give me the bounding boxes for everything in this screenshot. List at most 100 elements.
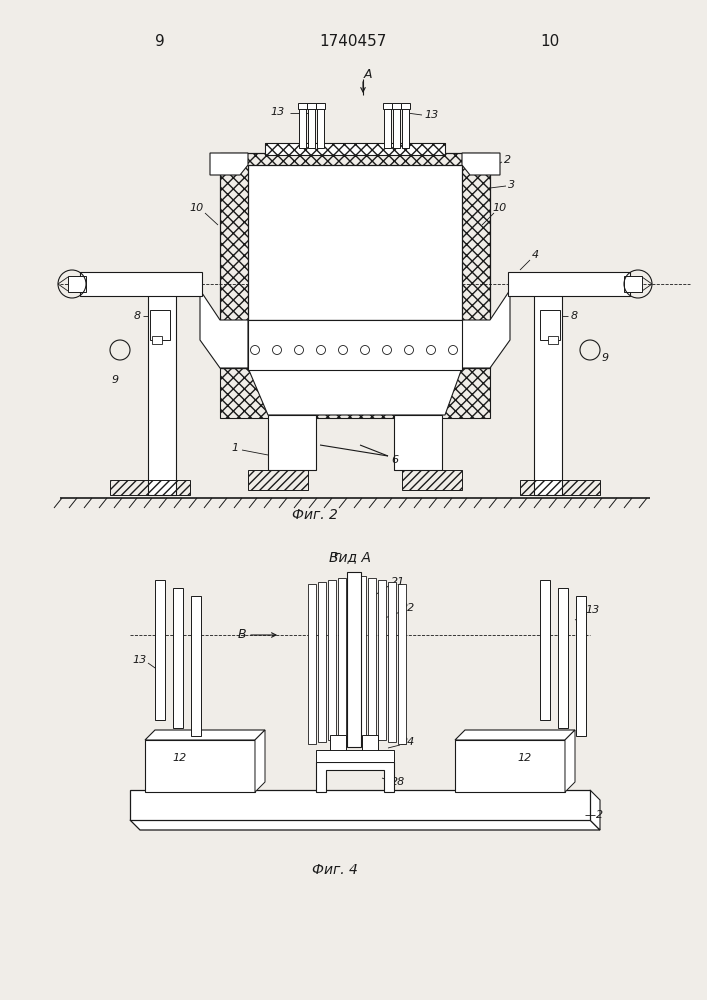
Text: 13: 13 [271, 107, 285, 117]
Bar [330, 735, 346, 753]
Polygon shape [308, 584, 316, 744]
Bar [307, 103, 316, 109]
Text: 28: 28 [391, 777, 405, 787]
Text: 9: 9 [155, 34, 165, 49]
Text: 3: 3 [508, 180, 515, 190]
Bar [455, 740, 565, 792]
Polygon shape [191, 596, 201, 736]
Polygon shape [378, 580, 386, 740]
Bar [534, 295, 562, 495]
Bar [317, 108, 324, 148]
Text: Фиг. 4: Фиг. 4 [312, 863, 358, 877]
Bar [316, 750, 394, 762]
Bar [393, 108, 400, 148]
Bar [402, 108, 409, 148]
Text: B: B [238, 629, 246, 642]
Bar [145, 740, 255, 792]
Text: 8: 8 [571, 311, 578, 321]
Bar [265, 143, 445, 155]
Bar [152, 336, 162, 344]
Polygon shape [200, 290, 248, 368]
Text: 22: 22 [401, 603, 415, 613]
Text: 8: 8 [134, 311, 141, 321]
Bar [540, 310, 560, 340]
Text: 10: 10 [190, 203, 204, 213]
Polygon shape [328, 580, 336, 740]
Polygon shape [565, 730, 575, 792]
Polygon shape [248, 368, 462, 415]
Polygon shape [210, 153, 248, 175]
Text: 24: 24 [401, 737, 415, 747]
Text: 13: 13 [586, 605, 600, 615]
Bar [394, 415, 442, 470]
Text: Вид A: Вид A [329, 550, 371, 564]
Text: 12: 12 [173, 753, 187, 763]
Bar [548, 336, 558, 344]
Polygon shape [338, 578, 346, 738]
Text: 10: 10 [493, 203, 507, 213]
Bar [248, 470, 308, 490]
Bar [110, 480, 190, 495]
Text: 13: 13 [425, 110, 439, 120]
Polygon shape [173, 588, 183, 728]
Bar [402, 470, 462, 490]
Bar [383, 103, 392, 109]
Bar [384, 108, 391, 148]
Bar [347, 572, 361, 747]
Polygon shape [576, 596, 586, 736]
Polygon shape [398, 584, 406, 744]
Bar [148, 295, 176, 495]
Text: 10: 10 [540, 34, 560, 49]
Polygon shape [558, 588, 568, 728]
Bar [508, 272, 630, 296]
Polygon shape [318, 582, 326, 742]
Text: 13: 13 [133, 655, 147, 665]
Text: 2: 2 [597, 810, 604, 820]
Polygon shape [590, 790, 600, 830]
Text: 1740457: 1740457 [320, 34, 387, 49]
Bar [362, 735, 378, 753]
Text: 9: 9 [112, 375, 119, 385]
Polygon shape [155, 580, 165, 720]
Bar [220, 368, 490, 418]
Bar [150, 310, 170, 340]
Polygon shape [455, 730, 575, 740]
Bar [220, 153, 490, 368]
Text: 2: 2 [504, 155, 512, 165]
Polygon shape [462, 153, 500, 175]
Bar [401, 103, 410, 109]
Polygon shape [316, 762, 394, 792]
Polygon shape [540, 580, 550, 720]
Text: 21: 21 [391, 577, 405, 587]
Text: 4: 4 [532, 250, 539, 260]
Bar [298, 103, 307, 109]
Text: Фиг. 2: Фиг. 2 [292, 508, 338, 522]
Polygon shape [368, 578, 376, 738]
Bar [624, 276, 642, 292]
Bar [268, 415, 316, 470]
Bar [299, 108, 306, 148]
Bar [308, 108, 315, 148]
Text: 5: 5 [351, 337, 358, 347]
Polygon shape [388, 582, 396, 742]
Bar [392, 103, 401, 109]
Bar [248, 320, 462, 370]
Polygon shape [130, 820, 600, 830]
Bar [265, 143, 445, 155]
Text: 9: 9 [602, 353, 609, 363]
Polygon shape [348, 576, 356, 736]
Text: 12: 12 [518, 753, 532, 763]
Bar [520, 480, 600, 495]
Bar [316, 103, 325, 109]
Polygon shape [145, 730, 265, 740]
Bar [68, 276, 86, 292]
Bar [130, 790, 590, 820]
Text: 1: 1 [231, 443, 238, 453]
Text: 6: 6 [392, 455, 399, 465]
Text: A: A [363, 68, 373, 82]
Polygon shape [255, 730, 265, 792]
Bar [80, 272, 202, 296]
Polygon shape [462, 290, 510, 368]
Bar [248, 165, 462, 320]
Polygon shape [358, 576, 366, 736]
